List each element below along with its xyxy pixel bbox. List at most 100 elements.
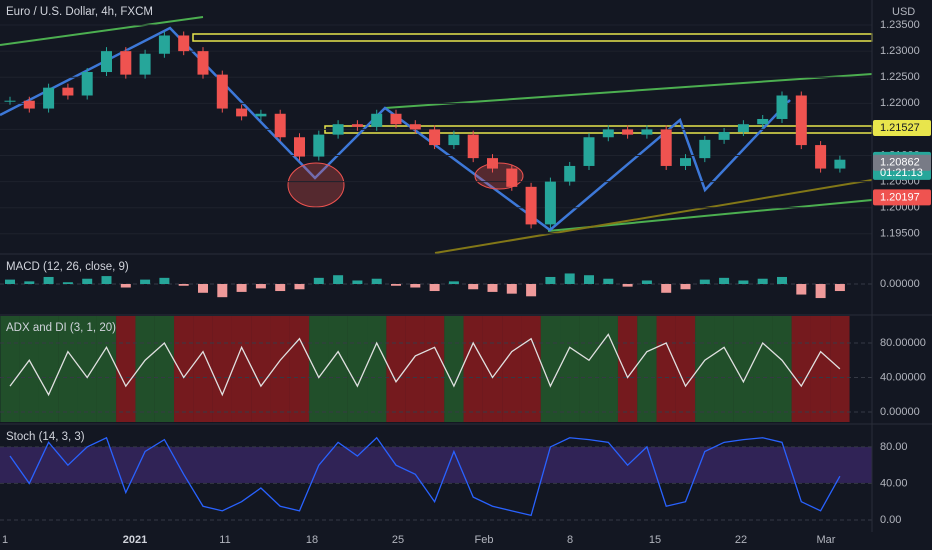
macd-bar	[584, 275, 594, 284]
y-tick-label: 40.00000	[880, 371, 926, 383]
macd-bar	[198, 284, 208, 293]
macd-bar	[699, 279, 710, 284]
macd-bar	[294, 284, 305, 290]
macd-bar	[564, 273, 575, 284]
drawings	[0, 16, 873, 254]
macd-bar	[236, 284, 247, 292]
macd-bar	[506, 284, 517, 294]
y-tick-label: 1.23000	[880, 45, 920, 57]
candle	[4, 100, 16, 102]
pane-title: Stoch (14, 3, 3)	[6, 431, 85, 443]
macd-bar	[603, 278, 614, 284]
candle	[43, 87, 55, 109]
macd-bar	[410, 284, 421, 288]
trend-band	[444, 316, 464, 422]
macd-bar	[255, 284, 266, 289]
x-tick-label: 15	[649, 534, 661, 546]
macd-bar	[487, 284, 498, 292]
macd-bar	[641, 280, 652, 284]
macd-bar	[313, 277, 324, 284]
price-label: 1.20197	[880, 191, 920, 203]
macd-bar	[333, 275, 344, 284]
candle	[622, 129, 634, 135]
y-tick-label: 1.22500	[880, 71, 920, 83]
trend-band	[405, 316, 425, 422]
candle	[834, 159, 846, 169]
price-label: 1.21527	[880, 122, 920, 134]
trend-band	[656, 316, 676, 422]
y-tick-label: 0.00000	[880, 406, 920, 418]
macd-bar	[275, 284, 286, 292]
candle	[101, 51, 112, 73]
pane-title: ADX and DI (3, 1, 20)	[6, 322, 116, 334]
pane-title: MACD (12, 26, close, 9)	[6, 261, 129, 273]
trend-band	[791, 316, 811, 422]
price-label: 1.20862	[880, 157, 920, 169]
macd-bar	[468, 284, 479, 290]
candle	[641, 129, 653, 135]
y-tick-label: 80.00	[880, 441, 908, 453]
separators	[0, 0, 932, 532]
macd-bar	[101, 276, 112, 284]
candle	[178, 35, 190, 52]
candle	[564, 165, 576, 182]
trend-band	[753, 316, 773, 422]
candle	[718, 132, 730, 140]
y-tick-label: 0.00000	[880, 278, 920, 290]
trend-band	[637, 316, 657, 422]
candle	[62, 87, 74, 96]
macd-bar	[815, 284, 826, 299]
x-tick-label: 8	[567, 534, 573, 546]
candle	[680, 158, 691, 166]
trend-band	[367, 316, 387, 422]
macd-bar	[371, 278, 382, 284]
candle	[467, 134, 479, 159]
macd-bar	[120, 284, 131, 288]
highlight	[287, 162, 345, 208]
candle	[351, 124, 363, 127]
x-tick-label: Mar	[817, 534, 836, 546]
candle	[602, 129, 614, 138]
trend-band	[675, 316, 696, 422]
candle	[699, 139, 711, 159]
macd-bar	[352, 280, 363, 284]
trend-band	[714, 316, 734, 422]
stoch-line	[9, 436, 841, 517]
countdown: 01:21:13	[880, 167, 923, 179]
x-tick-label: 25	[392, 534, 404, 546]
candle	[390, 113, 402, 125]
stoch-band	[0, 446, 872, 483]
candle	[544, 181, 556, 225]
macd-bar	[217, 284, 228, 298]
trend-band	[521, 316, 541, 422]
candle	[255, 113, 267, 117]
trend-band	[463, 316, 483, 422]
candle	[216, 74, 228, 109]
candle	[429, 129, 441, 146]
currency: USD	[892, 6, 915, 18]
candle	[795, 95, 807, 146]
trend-band	[347, 316, 368, 422]
x-tick-label: 18	[306, 534, 318, 546]
macd-bar	[738, 280, 749, 284]
trend-line	[384, 73, 873, 109]
macd-bar	[661, 284, 672, 293]
y-tick-label: 1.22000	[880, 97, 920, 109]
y-tick-label: 80.00000	[880, 337, 926, 349]
macd-bar	[777, 276, 787, 284]
macd-bar	[5, 279, 15, 284]
macd-bar	[796, 284, 807, 295]
trend-band	[251, 316, 271, 422]
candle	[81, 72, 93, 96]
y-tick-label: 0.00	[880, 514, 901, 526]
y-tick-label: 40.00	[880, 477, 908, 489]
candle	[737, 124, 749, 133]
candle	[660, 129, 672, 166]
candle	[757, 118, 769, 125]
candle	[506, 168, 518, 187]
trend-band	[830, 316, 850, 422]
trend-band	[424, 316, 445, 422]
candle	[776, 95, 788, 119]
